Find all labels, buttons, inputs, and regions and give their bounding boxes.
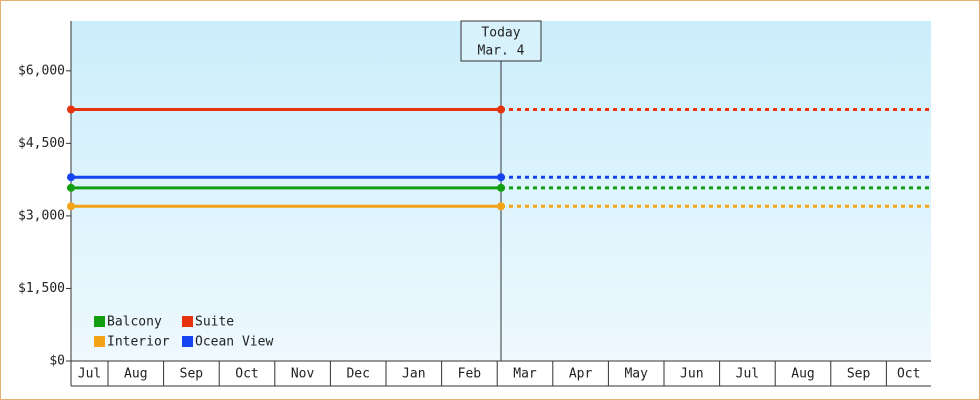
legend-swatch	[182, 316, 193, 327]
y-tick-label: $1,500	[18, 281, 65, 296]
x-tick-label: Sep	[180, 367, 204, 382]
legend-swatch	[94, 316, 105, 327]
y-tick-label: $0	[49, 354, 65, 369]
legend-swatch	[94, 336, 105, 347]
x-tick-label: Aug	[791, 367, 814, 382]
x-tick-label: Apr	[569, 367, 593, 382]
point	[497, 183, 505, 192]
y-tick-label: $3,000	[18, 208, 65, 223]
x-tick-label: Jun	[680, 367, 703, 382]
point	[67, 105, 75, 114]
x-tick-label: Nov	[291, 367, 315, 382]
x-tick-label: Jul	[78, 367, 101, 382]
today-date: Mar. 4	[478, 44, 525, 59]
x-tick-label: Oct	[235, 367, 258, 382]
x-tick-label: Jul	[736, 367, 759, 382]
legend-swatch	[182, 336, 193, 347]
x-tick-label: Feb	[458, 367, 482, 382]
today-label: Today	[481, 26, 520, 41]
point	[497, 202, 505, 211]
point	[67, 202, 75, 211]
y-tick-label: $4,500	[18, 136, 65, 151]
legend-label: Interior	[107, 335, 170, 350]
y-tick-label: $6,000	[18, 63, 65, 78]
legend-label: Balcony	[107, 315, 162, 330]
point	[67, 183, 75, 192]
today-box	[460, 20, 542, 62]
x-tick-label: Mar	[513, 367, 537, 382]
legend-label: Suite	[195, 315, 234, 330]
x-tick-label: Oct	[897, 367, 920, 382]
x-tick-label: Sep	[847, 367, 871, 382]
point	[497, 105, 505, 114]
x-tick-label: Jan	[402, 367, 425, 382]
point	[497, 173, 505, 182]
point	[67, 173, 75, 182]
x-tick-label: Dec	[346, 367, 369, 382]
legend-label: Ocean View	[195, 335, 273, 350]
x-tick-label: Aug	[124, 367, 147, 382]
x-tick-label: May	[624, 367, 648, 382]
